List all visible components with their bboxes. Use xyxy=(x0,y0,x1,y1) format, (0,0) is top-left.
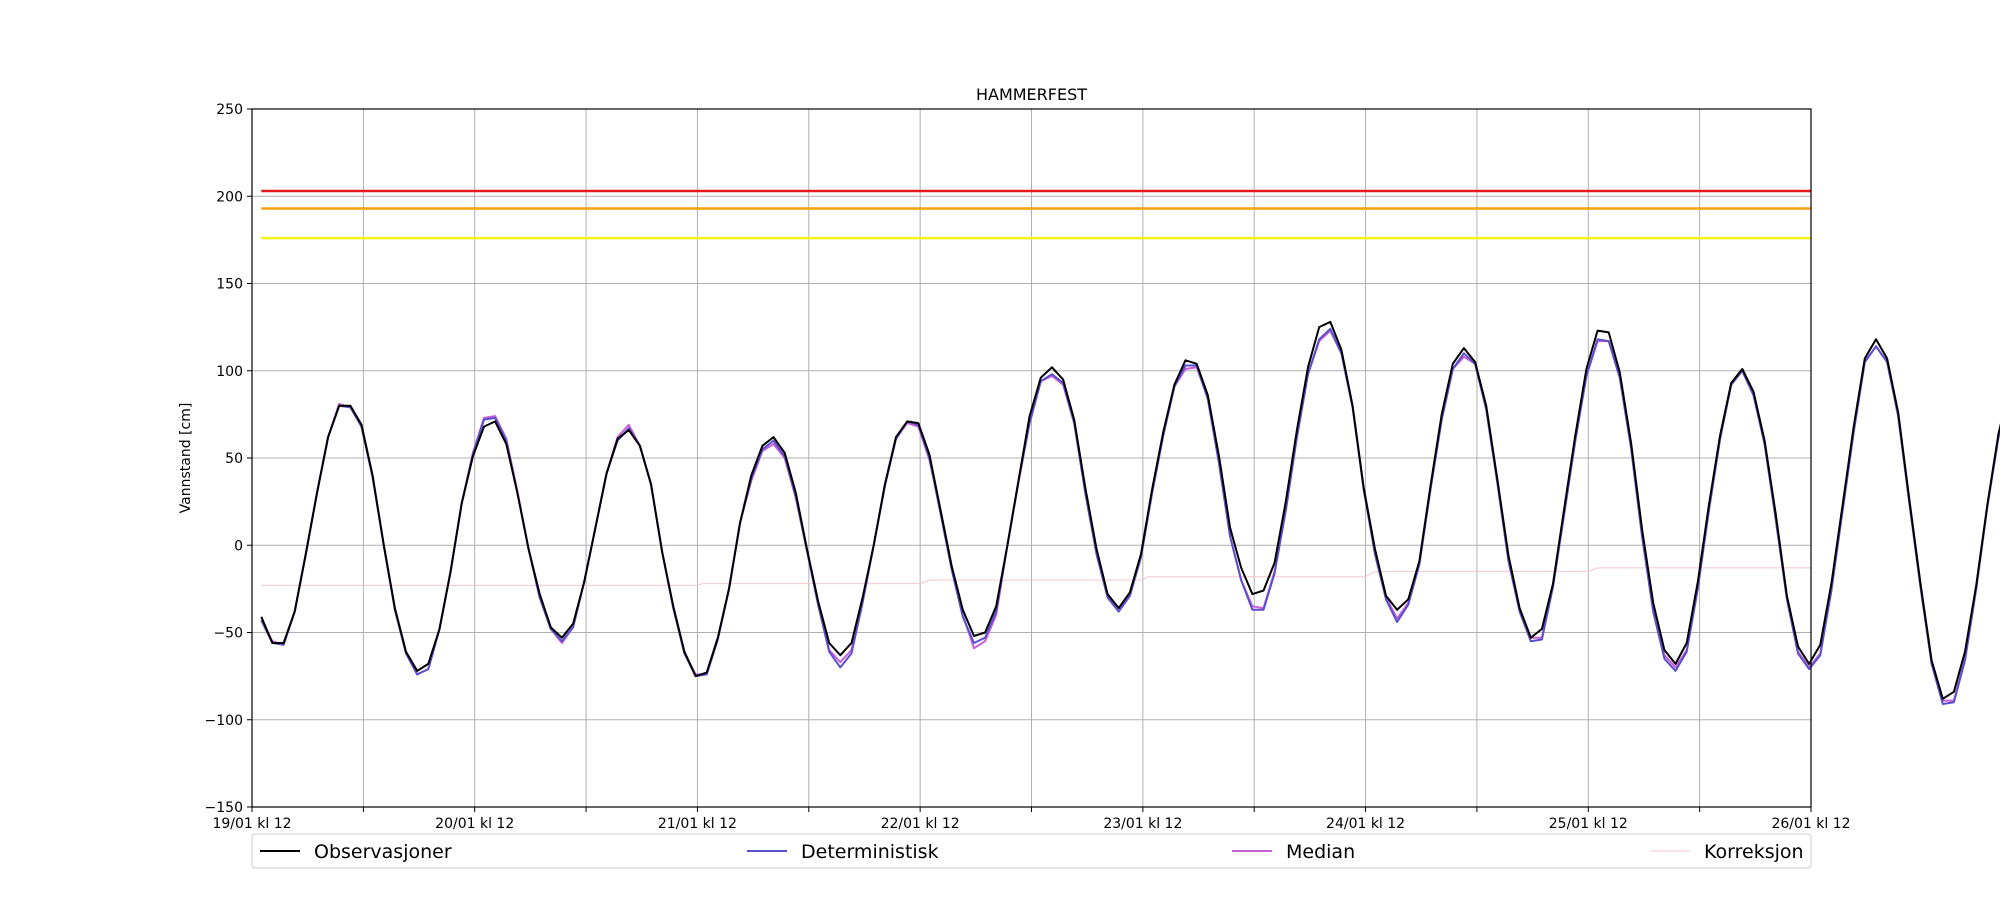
x-tick-label: 21/01 kl 12 xyxy=(658,816,737,832)
threshold-lines xyxy=(261,189,1811,240)
x-tick-label: 22/01 kl 12 xyxy=(881,816,960,832)
y-tick-label: −100 xyxy=(205,713,243,729)
y-tick-label: −50 xyxy=(213,626,243,642)
x-tick-label: 24/01 kl 12 xyxy=(1326,816,1405,832)
y-axis-label: Vannstand [cm] xyxy=(178,403,194,514)
series-line-korreksjon xyxy=(261,567,1811,586)
y-tick-label: 0 xyxy=(234,538,243,554)
y-tick-label: 200 xyxy=(216,189,243,205)
y-tick-label: 150 xyxy=(216,277,243,293)
series-lines xyxy=(260,320,2000,705)
legend-label: Deterministisk xyxy=(801,841,939,863)
legend-label: Korreksjon xyxy=(1704,841,1804,863)
x-tick-label: 26/01 kl 12 xyxy=(1771,816,1850,832)
axis-ticks: 19/01 kl 12 20/01 kl 12 21/01 kl 12 22/01 k… xyxy=(205,102,1851,832)
legend: Observasjoner Deterministisk Median Korreks… xyxy=(251,833,1812,869)
legend-label: Median xyxy=(1286,841,1355,863)
x-tick-label: 19/01 kl 12 xyxy=(212,816,291,832)
chart-title: HAMMERFEST xyxy=(976,85,1087,104)
x-tick-label: 25/01 kl 12 xyxy=(1549,816,1628,832)
y-tick-label: 50 xyxy=(225,451,243,467)
x-tick-label: 23/01 kl 12 xyxy=(1103,816,1182,832)
y-tick-label: 250 xyxy=(216,102,243,118)
grid xyxy=(252,109,1811,807)
y-tick-label: −150 xyxy=(205,800,243,816)
legend-label: Observasjoner xyxy=(314,841,452,863)
series-line-observasjoner xyxy=(260,320,2000,700)
legend-box xyxy=(251,833,1812,869)
y-tick-label: 100 xyxy=(216,364,243,380)
x-tick-label: 20/01 kl 12 xyxy=(435,816,514,832)
